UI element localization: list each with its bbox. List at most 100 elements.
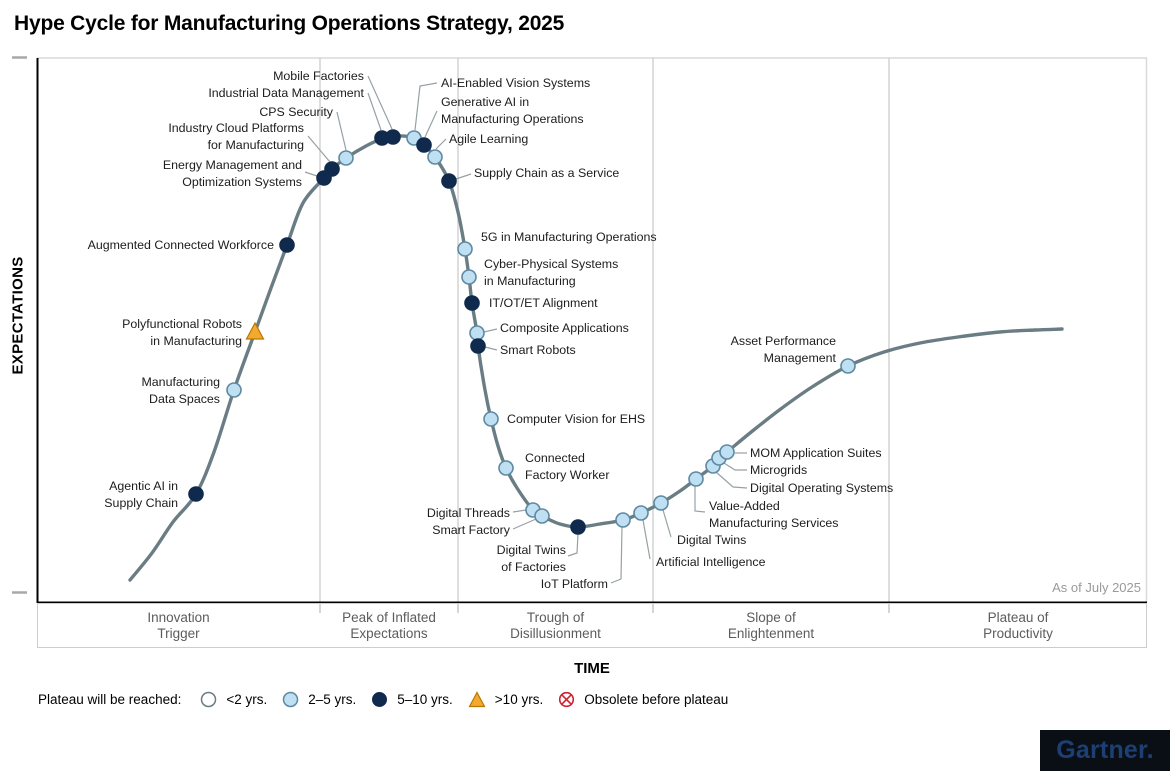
tech-point-mom-application-suites	[719, 444, 735, 460]
tech-point-manufacturing-data-spaces	[226, 382, 242, 398]
tech-label-digital-threads: Digital Threads	[426, 506, 510, 520]
tech-label-industrial-data-management: Industrial Data Management	[208, 86, 364, 100]
tech-label-smart-robots: Smart Robots	[500, 343, 576, 357]
phase-band-ticks	[319, 604, 890, 613]
leader-industrial-data-management	[367, 92, 382, 131]
leader-supply-chain-as-a-service	[455, 173, 472, 180]
tech-label-ai-enabled-vision-systems: AI-Enabled Vision Systems	[441, 76, 591, 90]
leader-cps-security	[336, 111, 347, 151]
leader-smart-factory	[512, 518, 537, 530]
leader-microgrids	[723, 462, 747, 471]
tech-label-it-ot-et-alignment: IT/OT/ET Alignment	[489, 296, 598, 310]
tech-point-iot-platform	[615, 512, 631, 528]
leader-lines	[304, 75, 748, 584]
legend-obsolete-label: Obsolete before plateau	[584, 692, 729, 707]
tech-label-smart-factory: Smart Factory	[432, 523, 510, 537]
legend-lt2yrs-circle-icon	[200, 691, 217, 708]
x-axis-label-time: TIME	[574, 660, 610, 677]
leader-ai-enabled-vision-systems	[414, 82, 438, 131]
tech-point-supply-chain-as-a-service	[441, 173, 457, 189]
tech-point-smart-robots	[470, 338, 486, 354]
tech-label-digital-twins-of-factories: Digital Twins of Factories	[496, 543, 566, 574]
tech-point-5g-in-manufacturing-operations	[457, 241, 473, 257]
tech-label-asset-performance-management: Asset Performance Management	[730, 334, 836, 365]
tech-point-artificial-intelligence	[633, 505, 649, 521]
legend-2-5yrs-label: 2–5 yrs.	[308, 692, 357, 707]
tech-label-5g-in-manufacturing-operations: 5G in Manufacturing Operations	[481, 230, 657, 244]
leader-energy-management-and-optimization-systems	[304, 171, 318, 177]
legend-5-10yrs-circle-icon	[371, 691, 388, 708]
tech-label-mobile-factories: Mobile Factories	[273, 69, 364, 83]
tech-label-energy-management-and-optimization-systems: Energy Management and Optimization Syste…	[162, 158, 302, 189]
leader-agile-learning	[435, 138, 447, 150]
tech-label-microgrids: Microgrids	[750, 463, 808, 477]
tech-label-digital-operating-systems: Digital Operating Systems	[750, 481, 894, 495]
tech-point-composite-applications	[469, 325, 485, 341]
plateau-legend: Plateau will be reached: <2 yrs. 2–5 yrs…	[38, 691, 728, 708]
tech-label-agile-learning: Agile Learning	[449, 132, 529, 146]
leader-digital-operating-systems	[715, 471, 748, 489]
tech-label-augmented-connected-workforce: Augmented Connected Workforce	[87, 238, 274, 252]
phase-band	[37, 603, 1147, 648]
tech-point-asset-performance-management	[840, 358, 856, 374]
technology-points	[188, 129, 856, 535]
hype-curve-path	[128, 134, 1064, 582]
tech-label-industry-cloud-platforms-for-manufacturing: Industry Cloud Platforms for Manufacturi…	[168, 121, 304, 152]
tech-point-cyber-physical-systems-in-manufacturing	[461, 269, 477, 285]
tech-point-value-added-manufacturing-services	[688, 471, 704, 487]
tech-label-agentic-ai-in-supply-chain: Agentic AI in Supply Chain	[104, 479, 178, 510]
leader-mobile-factories	[367, 75, 393, 130]
tech-label-manufacturing-data-spaces: Manufacturing Data Spaces	[141, 375, 220, 406]
tech-label-digital-twins: Digital Twins	[677, 533, 747, 547]
tech-label-supply-chain-as-a-service: Supply Chain as a Service	[474, 166, 620, 180]
legend-lt2yrs-label: <2 yrs.	[226, 692, 268, 707]
phase-trough-of-disillusionment: Trough of Disillusionment	[510, 609, 601, 642]
tech-label-composite-applications: Composite Applications	[500, 321, 629, 335]
tech-point-digital-twins-of-factories	[570, 519, 586, 535]
tech-point-mobile-factories	[385, 129, 401, 145]
leader-digital-twins	[662, 509, 672, 538]
tech-point-industry-cloud-platforms-for-manufacturing	[324, 161, 340, 177]
tech-label-mom-application-suites: MOM Application Suites	[750, 446, 882, 460]
tech-point-connected-factory-worker	[498, 460, 514, 476]
legend-2-5yrs-circle-icon	[282, 691, 299, 708]
leader-smart-robots	[484, 346, 498, 351]
tech-label-polyfunctional-robots-in-manufacturing: Polyfunctional Robots in Manufacturing	[122, 317, 242, 348]
tech-label-artificial-intelligence: Artificial Intelligence	[656, 555, 766, 569]
tech-point-smart-factory	[534, 508, 550, 524]
legend-prefix: Plateau will be reached:	[38, 692, 182, 707]
tech-point-agentic-ai-in-supply-chain	[188, 486, 204, 502]
tech-label-connected-factory-worker: Connected Factory Worker	[525, 451, 610, 482]
chart-title: Hype Cycle for Manufacturing Operations …	[14, 12, 565, 35]
phase-peak-of-inflated-expectations: Peak of Inflated Expectations	[342, 609, 436, 642]
tech-point-augmented-connected-workforce	[279, 237, 295, 253]
tech-point-computer-vision-for-ehs	[483, 411, 499, 427]
tech-point-polyfunctional-robots-in-manufacturing	[245, 321, 265, 340]
tech-point-digital-twins	[653, 495, 669, 511]
legend-gt10yrs-label: >10 yrs.	[494, 692, 544, 707]
leader-digital-twins-of-factories	[567, 533, 579, 557]
tech-label-cps-security: CPS Security	[259, 105, 333, 119]
tech-point-it-ot-et-alignment	[464, 295, 480, 311]
tech-point-cps-security	[338, 150, 354, 166]
legend-gt10yrs-triangle-icon	[468, 691, 486, 708]
leader-composite-applications	[483, 328, 498, 333]
phase-plateau-of-productivity: Plateau of Productivity	[983, 609, 1053, 642]
leader-industry-cloud-platforms-for-manufacturing	[307, 135, 331, 163]
hype-curve	[128, 134, 1064, 582]
tech-label-computer-vision-for-ehs: Computer Vision for EHS	[507, 412, 646, 426]
tech-label-generative-ai-in-manufacturing-operations: Generative AI in Manufacturing Operation…	[441, 95, 584, 126]
leader-iot-platform	[610, 526, 623, 584]
phase-innovation-trigger: Innovation Trigger	[147, 609, 210, 642]
legend-5-10yrs-label: 5–10 yrs.	[397, 692, 453, 707]
gartner-logo: Gartner.	[1040, 730, 1170, 771]
tech-point-agile-learning	[427, 149, 443, 165]
as-of-date: As of July 2025	[1052, 580, 1141, 595]
leader-generative-ai-in-manufacturing-operations	[424, 110, 438, 138]
tech-label-value-added-manufacturing-services: Value-Added Manufacturing Services	[709, 499, 839, 530]
tech-label-iot-platform: IoT Platform	[540, 577, 608, 591]
tech-label-cyber-physical-systems-in-manufacturing: Cyber-Physical Systems in Manufacturing	[484, 257, 619, 288]
tech-point-generative-ai-in-manufacturing-operations	[416, 137, 432, 153]
